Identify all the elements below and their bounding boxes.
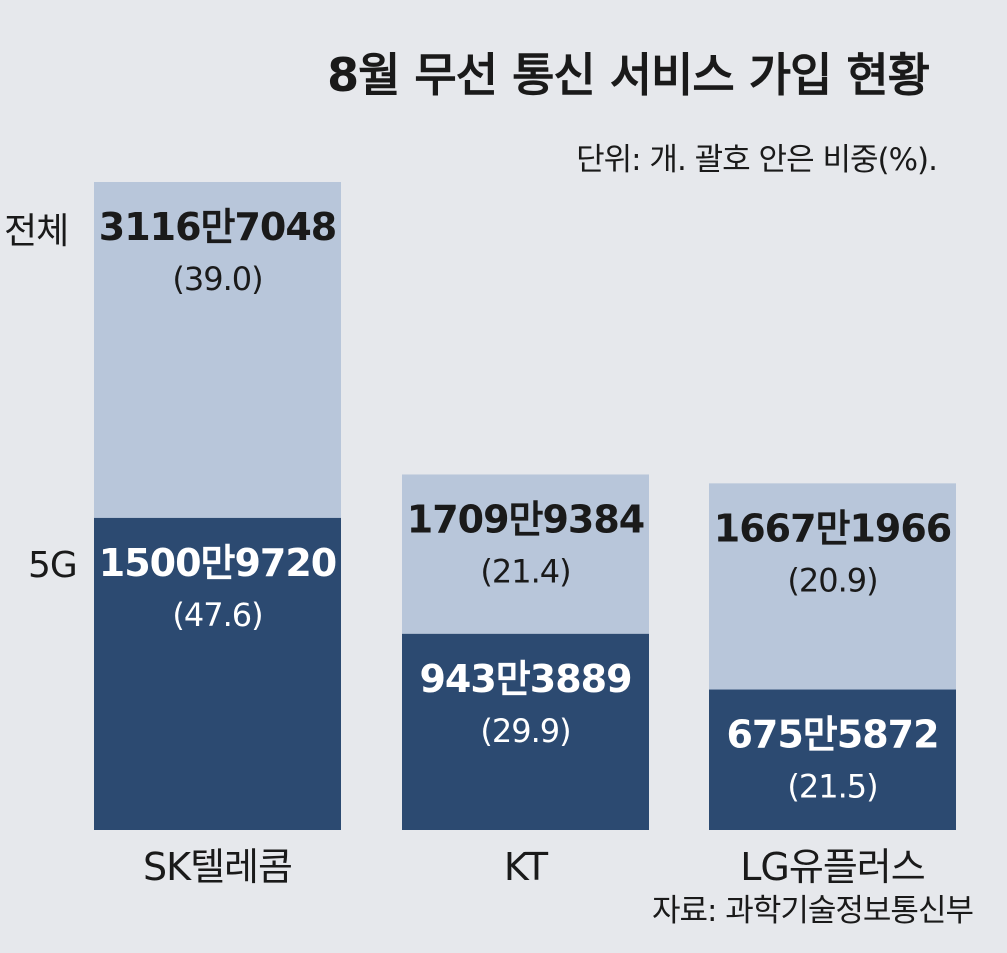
legend-label-5g: 5G: [28, 545, 78, 586]
bar-5g-1: [402, 633, 649, 830]
chart-title: 8월 무선 통신 서비스 가입 현황: [327, 48, 930, 102]
data-label-total-2: 1667만1966: [714, 506, 951, 550]
category-label-0: SK텔레콤: [143, 845, 292, 889]
data-label-5g-0: 1500만9720: [99, 541, 336, 585]
share-label-5g-2: (21.5): [787, 768, 877, 806]
category-label-1: KT: [504, 845, 549, 889]
data-label-total-1: 1709만9384: [407, 497, 644, 541]
share-label-total-1: (21.4): [480, 552, 570, 590]
share-label-5g-1: (29.9): [480, 712, 570, 750]
source-note: 자료: 과학기술정보통신부: [651, 893, 974, 929]
bar-5g-0: [94, 517, 341, 830]
chart-subtitle: 단위: 개. 괄호 안은 비중(%).: [576, 142, 938, 178]
bar-5g-2: [709, 689, 956, 830]
data-label-5g-1: 943만3889: [419, 657, 631, 701]
share-label-total-2: (20.9): [787, 561, 877, 599]
data-label-total-0: 3116만7048: [99, 205, 336, 249]
legend-label-total: 전체: [4, 211, 69, 252]
category-label-2: LG유플러스: [740, 845, 924, 889]
data-label-5g-2: 675만5872: [726, 713, 938, 757]
share-label-5g-0: (47.6): [172, 596, 262, 634]
share-label-total-0: (39.0): [172, 260, 262, 298]
